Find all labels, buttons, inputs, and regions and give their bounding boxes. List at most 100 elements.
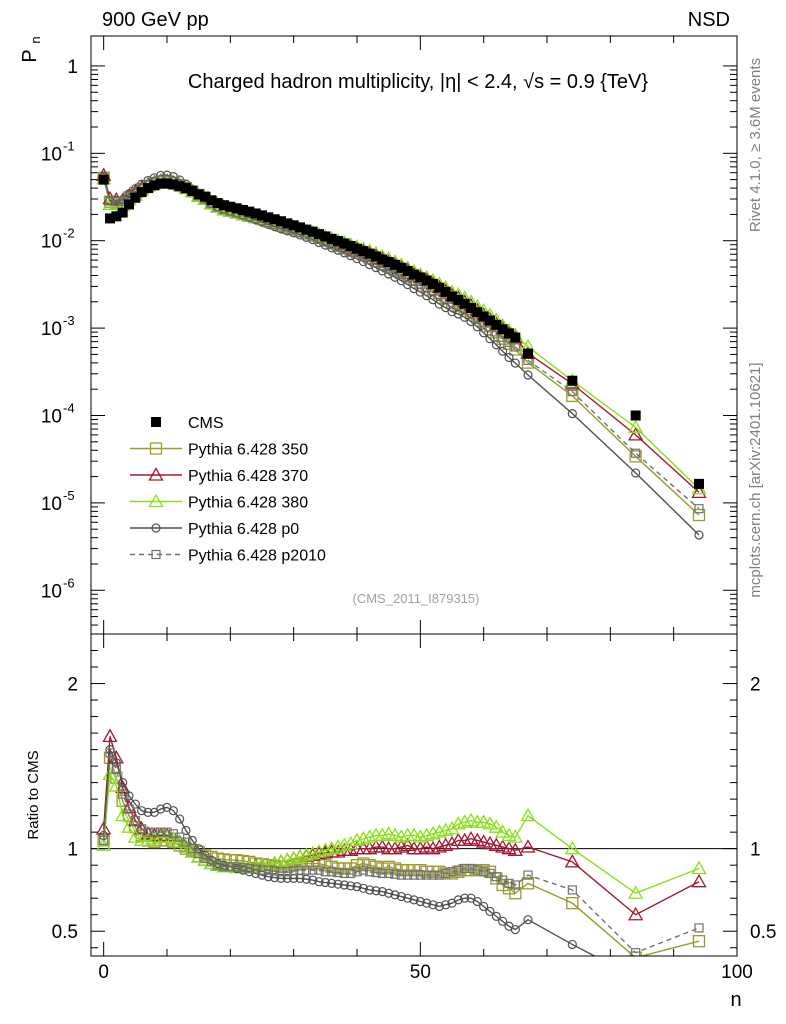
chart-title: Charged hadron multiplicity, |η| < 2.4, … [188,71,648,93]
series-3-ratio-point [434,901,444,912]
series-4-ratio-point [390,869,400,879]
ratio-tick-label-right: 2 [750,675,761,696]
series-2-ratio-point [444,821,460,835]
series-4-ratio-point [257,865,267,875]
series-4-ratio-point [510,880,520,890]
series-1-ratio-point [691,873,707,888]
data-point [155,178,166,189]
data-point [497,324,508,335]
series-3-point [428,295,438,305]
series-1-ratio-point [419,839,435,853]
data-point [124,199,134,210]
y-tick-exponent: -3 [63,313,75,328]
series-2-ratio-point [146,830,162,845]
series-4-point [510,342,520,352]
series-4-point [567,387,577,397]
series-2-ratio-point [419,827,435,842]
series-3-ratio-point [441,900,451,910]
series-4-ratio-point [124,804,134,814]
data-point [225,201,236,212]
y-tick-exponent: -6 [63,575,75,590]
series-3-ratio-point [282,873,292,883]
series-2-ratio-point [691,860,707,875]
data-point [187,186,198,197]
data-point [212,198,223,209]
series-3-ratio-point [567,939,577,950]
series-1-ratio-point [412,840,428,855]
x-tick-label: 0 [98,962,109,983]
series-2-ratio-point [431,824,447,838]
series-3-ratio-point [428,900,438,910]
series-2-ratio-point [393,829,409,843]
series-1-ratio-point [507,842,523,856]
series-0-point [692,508,706,522]
series-1-ratio-point [400,837,416,852]
series-4-ratio-point [485,868,495,879]
series-3-ratio-point [263,872,273,882]
series-1-ratio-point [387,840,403,855]
data-point [181,183,191,194]
legend-marker [151,523,161,533]
data-point [263,212,274,223]
data-point [421,275,432,286]
series-4-ratio-point [327,867,337,877]
series-4-ratio-point [365,867,375,877]
series-1-ratio-point [431,839,447,853]
y-tick-label: 10 [41,232,62,253]
y-tick-exponent: -4 [63,400,75,415]
y-tick-exponent: -1 [63,138,75,153]
series-4-ratio-point [403,870,413,880]
series-4-ratio-point [137,824,147,834]
series-3-point [472,322,482,332]
legend-label: Pythia 6.428 370 [188,468,308,485]
series-4-ratio-point [346,868,356,879]
ratio-tick-label: 2 [67,675,78,696]
series-2-ratio-point [317,842,333,856]
series-4-ratio-point [168,829,178,839]
series-3-ratio-point [320,877,330,888]
data-point [352,243,362,254]
series-4-ratio-point [111,764,121,775]
series-1-ratio-point [330,844,346,858]
series-3-ratio-point [339,880,349,890]
series-2-ratio-point [127,829,143,843]
series-2-ratio-point [406,827,422,842]
series-3-ratio-point [111,758,121,768]
series-0-ratio-point [388,862,402,875]
series-3-ratio-point [472,896,482,907]
series-4-ratio-point [200,853,210,864]
series-4-ratio-point [358,865,368,875]
data-point [345,240,356,251]
series-4-ratio-point [118,789,128,799]
series-2-ratio-point [507,829,523,843]
data-point [162,178,172,189]
series-2-ratio-point [115,807,131,822]
series-2-ratio-point [298,847,314,861]
data-point [320,231,331,242]
series-2-ratio-point [191,849,207,863]
series-3-point [510,358,520,368]
data-point [238,204,248,215]
series-3-ratio-point [390,890,400,900]
series-2-ratio-point [140,832,156,847]
series-1-ratio-point [438,837,454,852]
series-4-ratio-point [377,868,387,879]
data-point [459,298,470,309]
series-4-ratio-point [181,837,191,847]
series-3-point [498,346,508,356]
series-3-point [479,328,489,338]
ratio-panel [96,728,707,956]
x-tick-label: 100 [721,962,753,983]
series-4-ratio-point [434,870,444,880]
y-tick-label: 10 [41,144,62,165]
series-1-ratio-point [159,827,175,842]
data-point [130,192,141,203]
data-point [174,181,185,192]
legend-marker [151,417,161,427]
legend: CMS Pythia 6.428 350 Pythia 6.428 370 Pythi… [130,415,326,565]
series-2-ratio-point [425,825,441,840]
series-4-ratio-point [175,832,185,842]
series-2-ratio-point [279,852,295,866]
x-tick-label: 50 [410,962,431,983]
